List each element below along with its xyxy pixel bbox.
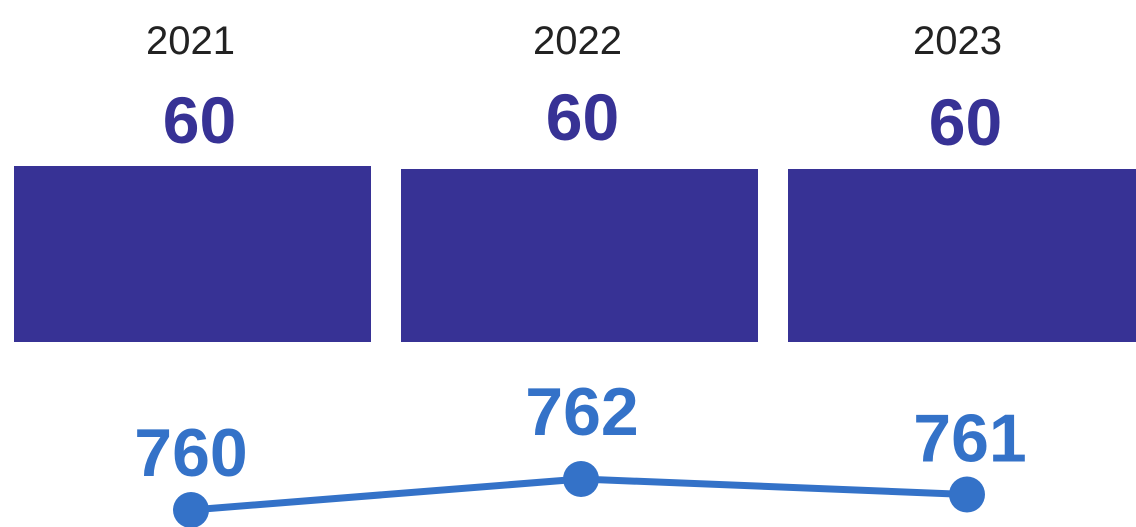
bar-2023	[788, 169, 1136, 342]
line-value-label-2023: 761	[913, 401, 1026, 477]
category-label-2022: 2022	[533, 19, 622, 63]
line-layer	[173, 461, 985, 527]
bar-2022	[401, 169, 758, 342]
bar-value-label-2021: 60	[163, 83, 236, 157]
line-point-2021	[173, 492, 209, 527]
category-label-2023: 2023	[913, 19, 1002, 63]
bars-layer	[14, 166, 1136, 342]
category-label-2021: 2021	[146, 19, 235, 63]
bar-value-label-2023: 60	[929, 85, 1002, 159]
line-value-label-2021: 760	[134, 415, 247, 491]
bar-value-label-2022: 60	[546, 80, 619, 154]
line-value-label-2022: 762	[525, 374, 638, 450]
line-point-2022	[563, 461, 599, 497]
bar-2021	[14, 166, 371, 342]
line-point-2023	[949, 476, 985, 513]
labels-layer: 2021 60 2022 60 2023 60 760 762 761	[134, 19, 1026, 491]
